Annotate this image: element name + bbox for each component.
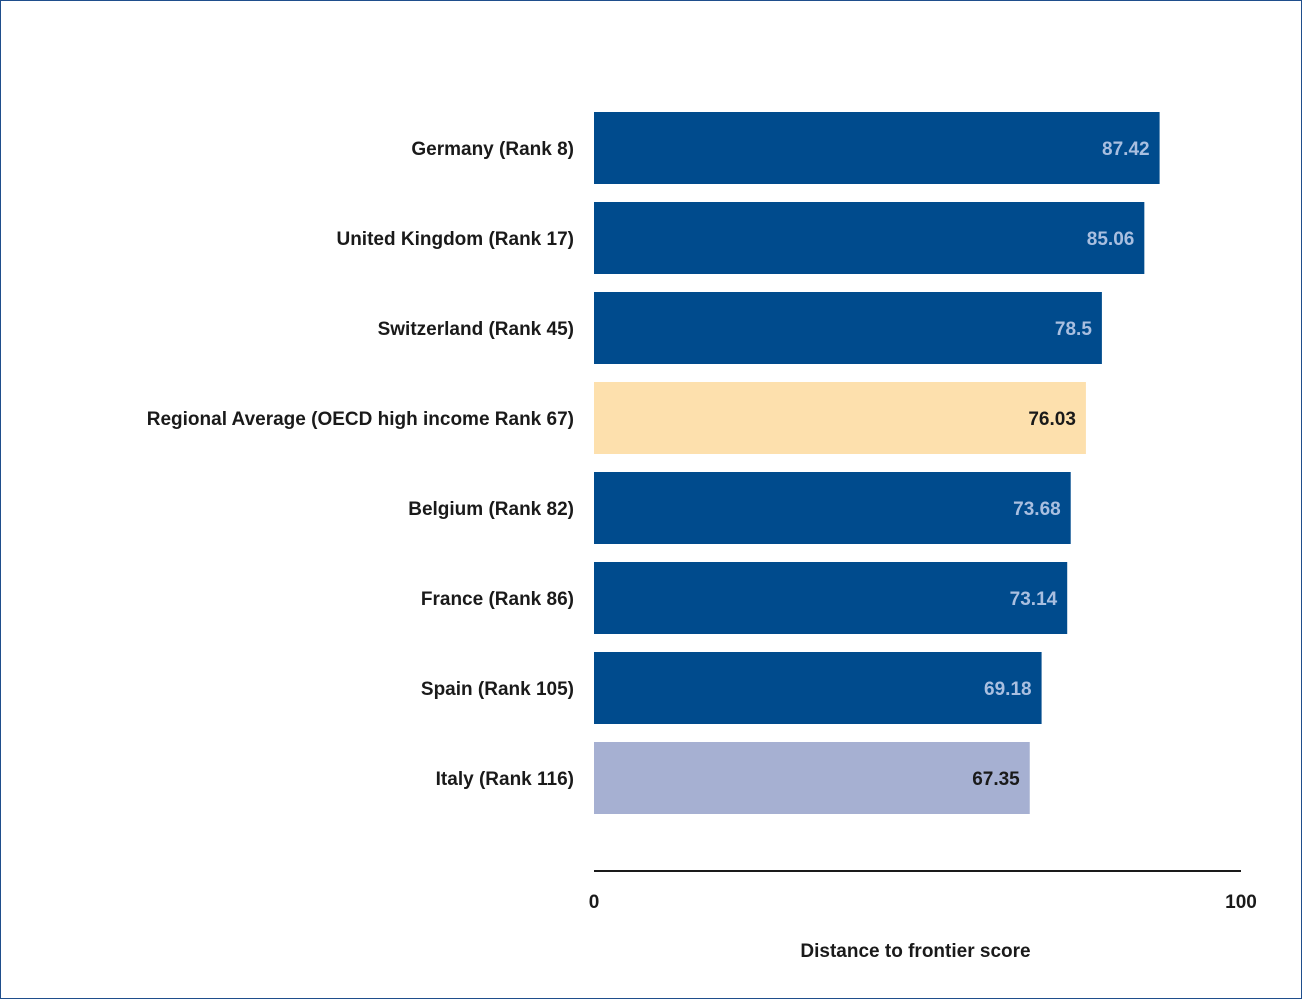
x-axis: 0 100 Distance to frontier score <box>589 870 1257 962</box>
category-label: United Kingdom (Rank 17) <box>336 229 574 250</box>
bar <box>594 382 1086 454</box>
bars-layer: Germany (Rank 8) 87.42 United Kingdom (Ran… <box>147 112 1160 814</box>
value-label: 87.42 <box>1102 139 1150 160</box>
bar <box>594 652 1042 724</box>
value-label: 73.68 <box>1013 499 1061 520</box>
category-label: Belgium (Rank 82) <box>408 499 574 520</box>
category-label: Spain (Rank 105) <box>421 679 574 700</box>
category-label: Italy (Rank 116) <box>436 769 574 790</box>
bar <box>594 562 1068 634</box>
bar <box>594 742 1030 814</box>
value-label: 85.06 <box>1087 229 1135 250</box>
value-label: 69.18 <box>984 679 1032 700</box>
category-label: France (Rank 86) <box>421 589 574 610</box>
category-label: Regional Average (OECD high income Rank … <box>147 409 574 430</box>
value-label: 78.5 <box>1055 319 1092 340</box>
x-axis-title: Distance to frontier score <box>800 941 1030 962</box>
value-label: 67.35 <box>972 769 1020 790</box>
bar <box>594 202 1145 274</box>
bar <box>594 112 1160 184</box>
category-label: Germany (Rank 8) <box>411 139 574 160</box>
value-label: 73.14 <box>1010 589 1058 610</box>
value-label: 76.03 <box>1028 409 1076 430</box>
x-tick-label: 100 <box>1225 892 1257 913</box>
bar <box>594 472 1071 544</box>
x-tick-label: 0 <box>589 892 600 913</box>
bar <box>594 292 1102 364</box>
category-label: Switzerland (Rank 45) <box>378 319 574 340</box>
